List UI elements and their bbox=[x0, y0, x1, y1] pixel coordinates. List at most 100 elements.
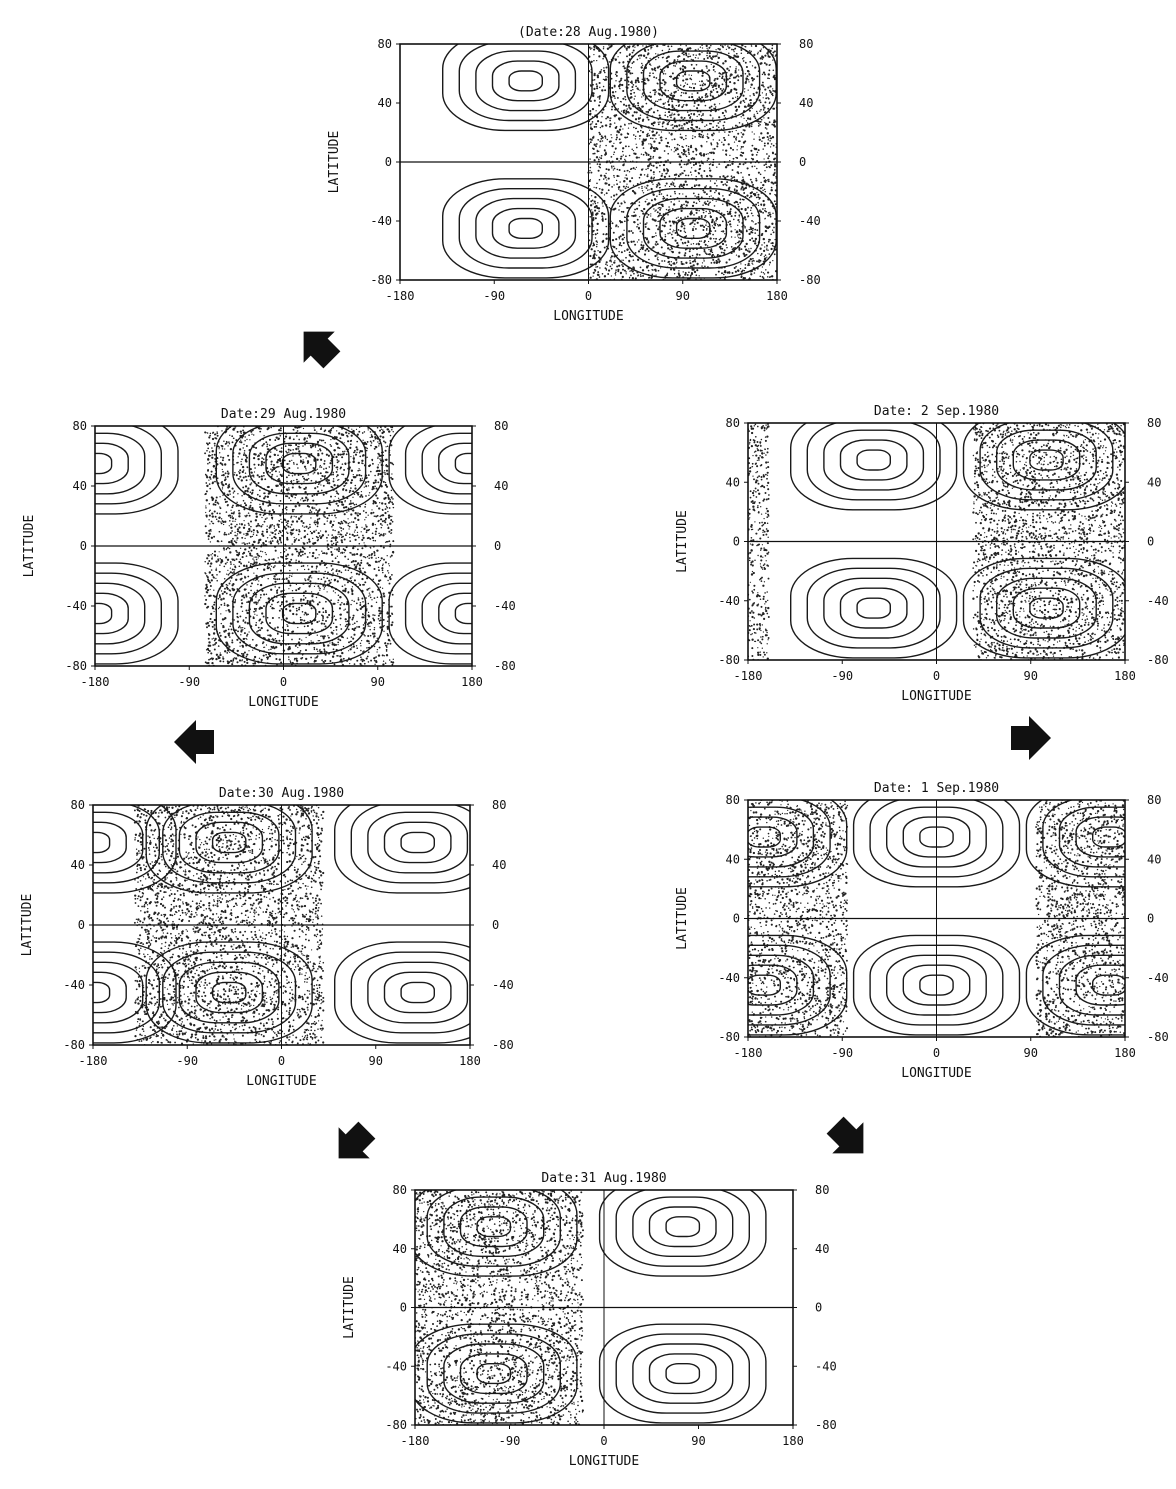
stipple-dot bbox=[615, 138, 618, 141]
stipple-dot bbox=[258, 475, 261, 478]
stipple-dot bbox=[646, 216, 649, 218]
stipple-dot bbox=[652, 183, 654, 185]
stipple-dot bbox=[735, 129, 737, 132]
stipple-dot bbox=[637, 223, 639, 226]
stipple-dot bbox=[344, 450, 346, 453]
stipple-dot bbox=[295, 583, 298, 586]
stipple-dot bbox=[696, 115, 698, 118]
stipple-dot bbox=[253, 610, 255, 613]
stipple-dot bbox=[772, 181, 774, 184]
stippled-contour-ring bbox=[609, 178, 777, 279]
stipple-dot bbox=[647, 153, 650, 157]
stipple-dot bbox=[597, 158, 600, 161]
stipple-dot bbox=[731, 130, 733, 133]
stipple-dot bbox=[367, 485, 370, 487]
stipple-dot bbox=[241, 494, 243, 497]
stipple-dot bbox=[754, 223, 756, 225]
stipple-dot bbox=[375, 574, 378, 577]
stipple-dot bbox=[624, 98, 627, 101]
stipple-dot bbox=[759, 259, 762, 262]
stipple-dot bbox=[270, 569, 272, 571]
stipple-dot bbox=[380, 485, 383, 488]
stipple-dot bbox=[337, 601, 339, 604]
stipple-dot bbox=[207, 538, 210, 540]
stipple-dot bbox=[701, 96, 704, 99]
stipple-dot bbox=[675, 62, 678, 65]
stipple-dot bbox=[595, 266, 597, 268]
stipple-dot bbox=[360, 639, 363, 642]
stipple-dot bbox=[744, 218, 747, 221]
stipple-dot bbox=[366, 647, 368, 649]
stipple-dot bbox=[322, 617, 325, 619]
stipple-dot bbox=[729, 192, 732, 195]
stipple-dot bbox=[770, 242, 772, 244]
stipple-dot bbox=[224, 498, 227, 501]
stipple-dot bbox=[275, 528, 278, 531]
stipple-dot bbox=[224, 650, 227, 653]
stipple-dot bbox=[653, 149, 656, 152]
stipple-dot bbox=[619, 271, 623, 274]
stipple-dot bbox=[375, 659, 378, 663]
stipple-dot bbox=[311, 565, 314, 568]
stipple-dot bbox=[659, 164, 661, 167]
stipple-dot bbox=[358, 567, 361, 570]
stipple-dot bbox=[214, 445, 216, 447]
stipple-dot bbox=[649, 155, 652, 158]
stipple-dot bbox=[259, 452, 262, 455]
stipple-dot bbox=[342, 645, 345, 648]
stipple-dot bbox=[386, 646, 388, 649]
stipple-dot bbox=[259, 503, 261, 506]
stipple-dot bbox=[672, 114, 674, 116]
stipple-dot bbox=[339, 526, 341, 528]
stipple-dot bbox=[678, 200, 680, 202]
stipple-dot bbox=[245, 514, 248, 517]
stipple-dot bbox=[698, 96, 701, 99]
stipple-dot bbox=[765, 180, 767, 182]
stipple-dot bbox=[339, 552, 342, 554]
stipple-dot bbox=[237, 573, 240, 576]
stipple-dot bbox=[596, 87, 599, 90]
stipple-dot bbox=[695, 184, 698, 186]
open-contour-ring bbox=[475, 197, 577, 259]
stipple-dot bbox=[687, 114, 691, 117]
stipple-dot bbox=[762, 148, 764, 150]
stipple-dot bbox=[692, 219, 695, 222]
stipple-dot bbox=[702, 189, 705, 192]
stipple-dot bbox=[343, 551, 345, 554]
stipple-dot bbox=[381, 567, 384, 570]
stipple-dot bbox=[712, 226, 715, 229]
stipple-dot bbox=[669, 268, 673, 271]
stipple-dot bbox=[711, 95, 714, 98]
stipple-dot bbox=[693, 67, 696, 70]
stipple-dot bbox=[350, 513, 353, 516]
stipple-dot bbox=[327, 635, 329, 637]
stipple-dot bbox=[605, 182, 608, 185]
stipple-dot bbox=[697, 103, 700, 107]
stipple-dot bbox=[619, 51, 622, 54]
stipple-dot bbox=[617, 226, 619, 228]
stipple-dot bbox=[641, 142, 645, 145]
stipple-dot bbox=[317, 483, 320, 486]
stipple-dot bbox=[699, 136, 702, 138]
stipple-dot bbox=[695, 63, 698, 66]
stipple-dot bbox=[706, 141, 708, 143]
stipple-dot bbox=[330, 626, 332, 629]
stipple-dot bbox=[757, 171, 760, 174]
stipple-dot bbox=[655, 235, 657, 237]
stipple-dot bbox=[265, 593, 268, 595]
stipple-dot bbox=[762, 109, 765, 111]
stipple-dot bbox=[615, 179, 618, 182]
stipple-dot bbox=[659, 98, 662, 100]
stipple-dot bbox=[277, 557, 279, 559]
stipple-dot bbox=[740, 207, 743, 211]
stipple-dot bbox=[764, 121, 766, 124]
stipple-dot bbox=[227, 628, 230, 631]
stipple-dot bbox=[597, 250, 599, 252]
stipple-dot bbox=[221, 618, 225, 621]
stipple-dot bbox=[649, 162, 652, 165]
stipple-dot bbox=[748, 109, 751, 112]
stipple-dot bbox=[617, 270, 620, 273]
stipple-dot bbox=[614, 73, 617, 76]
stipple-dot bbox=[673, 146, 676, 149]
stipple-dot bbox=[348, 525, 351, 528]
